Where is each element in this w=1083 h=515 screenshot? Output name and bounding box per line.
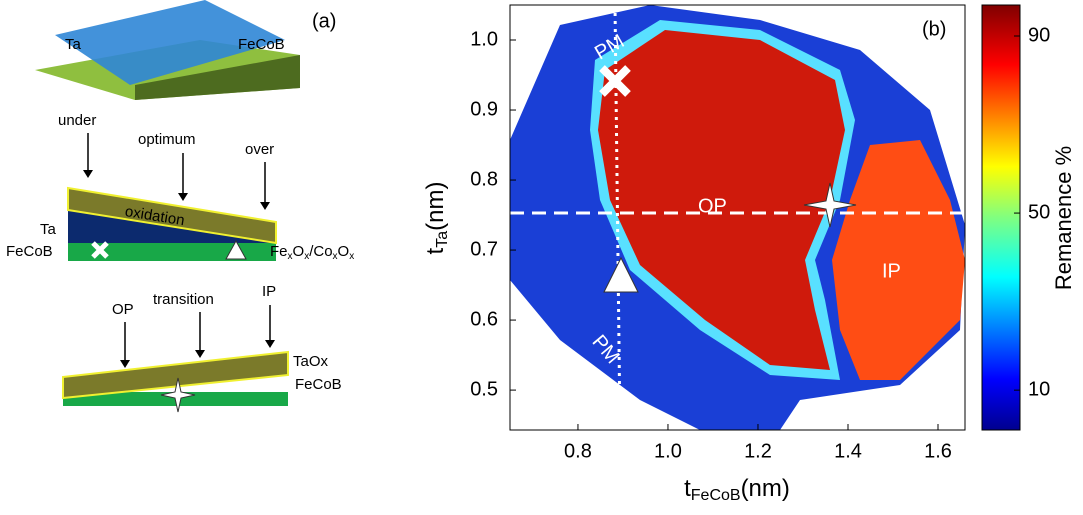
fecob-side [135, 55, 300, 100]
layer-label: FeCoB [6, 243, 53, 260]
x-tick-label: 1.0 [654, 440, 682, 462]
ta-layer [55, 0, 285, 85]
y-axis-label: tTa(nm) [422, 182, 451, 255]
layer-label: FeCoB [238, 36, 285, 53]
x-tick-label: 1.2 [744, 440, 772, 462]
y-tick-label: 0.9 [470, 98, 498, 120]
arrow-label: OP [112, 301, 134, 318]
panel-label: (a) [312, 10, 336, 32]
layer-label: TaOx [293, 353, 329, 370]
text-part: (nm) [741, 475, 790, 502]
arrow-label: IP [262, 283, 276, 300]
text-part: O [293, 243, 305, 260]
subscript: x [349, 251, 354, 262]
annotation: OP [698, 195, 727, 217]
star-marker [803, 182, 857, 228]
triangle-marker [225, 239, 247, 260]
subscript: Ta [434, 231, 451, 248]
triangle-marker [603, 256, 639, 293]
text-part: /Co [309, 243, 332, 260]
colorbar-tick-label: 90 [1028, 24, 1050, 46]
colorbar [981, 4, 1021, 431]
y-tick-label: 0.8 [470, 168, 498, 190]
y-tick-label: 0.7 [470, 238, 498, 260]
layer-label: Ta [40, 221, 57, 238]
layer-label: FeCoB [295, 376, 342, 393]
x-marker [91, 241, 109, 259]
colorbar-tick-label: 50 [1028, 201, 1050, 223]
x-axis-label: tFeCoB(nm) [684, 475, 790, 504]
y-tick-label: 1.0 [470, 28, 498, 50]
fecob-layer [68, 243, 276, 261]
y-tick-label: 0.6 [470, 308, 498, 330]
y-tick-label: 0.5 [470, 378, 498, 400]
subscript: FeCoB [691, 487, 741, 504]
text-part: t [684, 475, 691, 502]
oxide-label: FexOx/CoxOx [270, 243, 354, 262]
star-marker [160, 377, 196, 413]
dotted-line [613, 4, 622, 431]
x-tick-label: 1.4 [834, 440, 862, 462]
text-part: (nm) [422, 182, 449, 231]
map: PM PM OP IP [510, 4, 965, 431]
layer-label: Ta [65, 36, 82, 53]
text-part: Fe [270, 243, 288, 260]
x-tick-label: 1.6 [924, 440, 952, 462]
ip-region [832, 140, 965, 380]
arrow-label: transition [153, 291, 214, 308]
text-part: O [338, 243, 350, 260]
annotation: IP [882, 260, 901, 282]
text-part: t [422, 247, 449, 254]
subscript: x [304, 251, 309, 262]
arrow-label: optimum [138, 131, 196, 148]
colorbar-label: Remanence % [1051, 146, 1076, 290]
subscript: x [333, 251, 338, 262]
colorbar-tick-label: 10 [1028, 378, 1050, 400]
arrows [87, 133, 266, 204]
op-region [598, 30, 845, 370]
x-marker [599, 65, 631, 97]
panel-label: (b) [922, 18, 946, 40]
panel-a: (a) Ta FeCoB under optimum over oxidatio… [6, 0, 354, 413]
plot-frame [509, 4, 966, 431]
arrow-label: over [245, 141, 274, 158]
arrow-label: under [58, 112, 96, 129]
oxide-layer [67, 186, 277, 245]
subscript: x [288, 251, 293, 262]
taox-layer [62, 350, 289, 400]
x-tick-label: 0.8 [564, 440, 592, 462]
